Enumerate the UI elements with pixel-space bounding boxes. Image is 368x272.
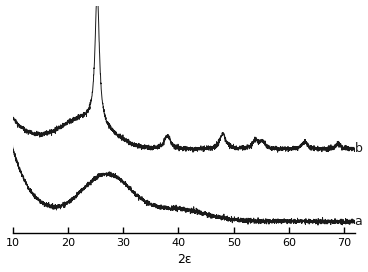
- X-axis label: 2ε: 2ε: [177, 254, 191, 267]
- Text: b: b: [354, 142, 362, 155]
- Text: a: a: [354, 215, 362, 228]
